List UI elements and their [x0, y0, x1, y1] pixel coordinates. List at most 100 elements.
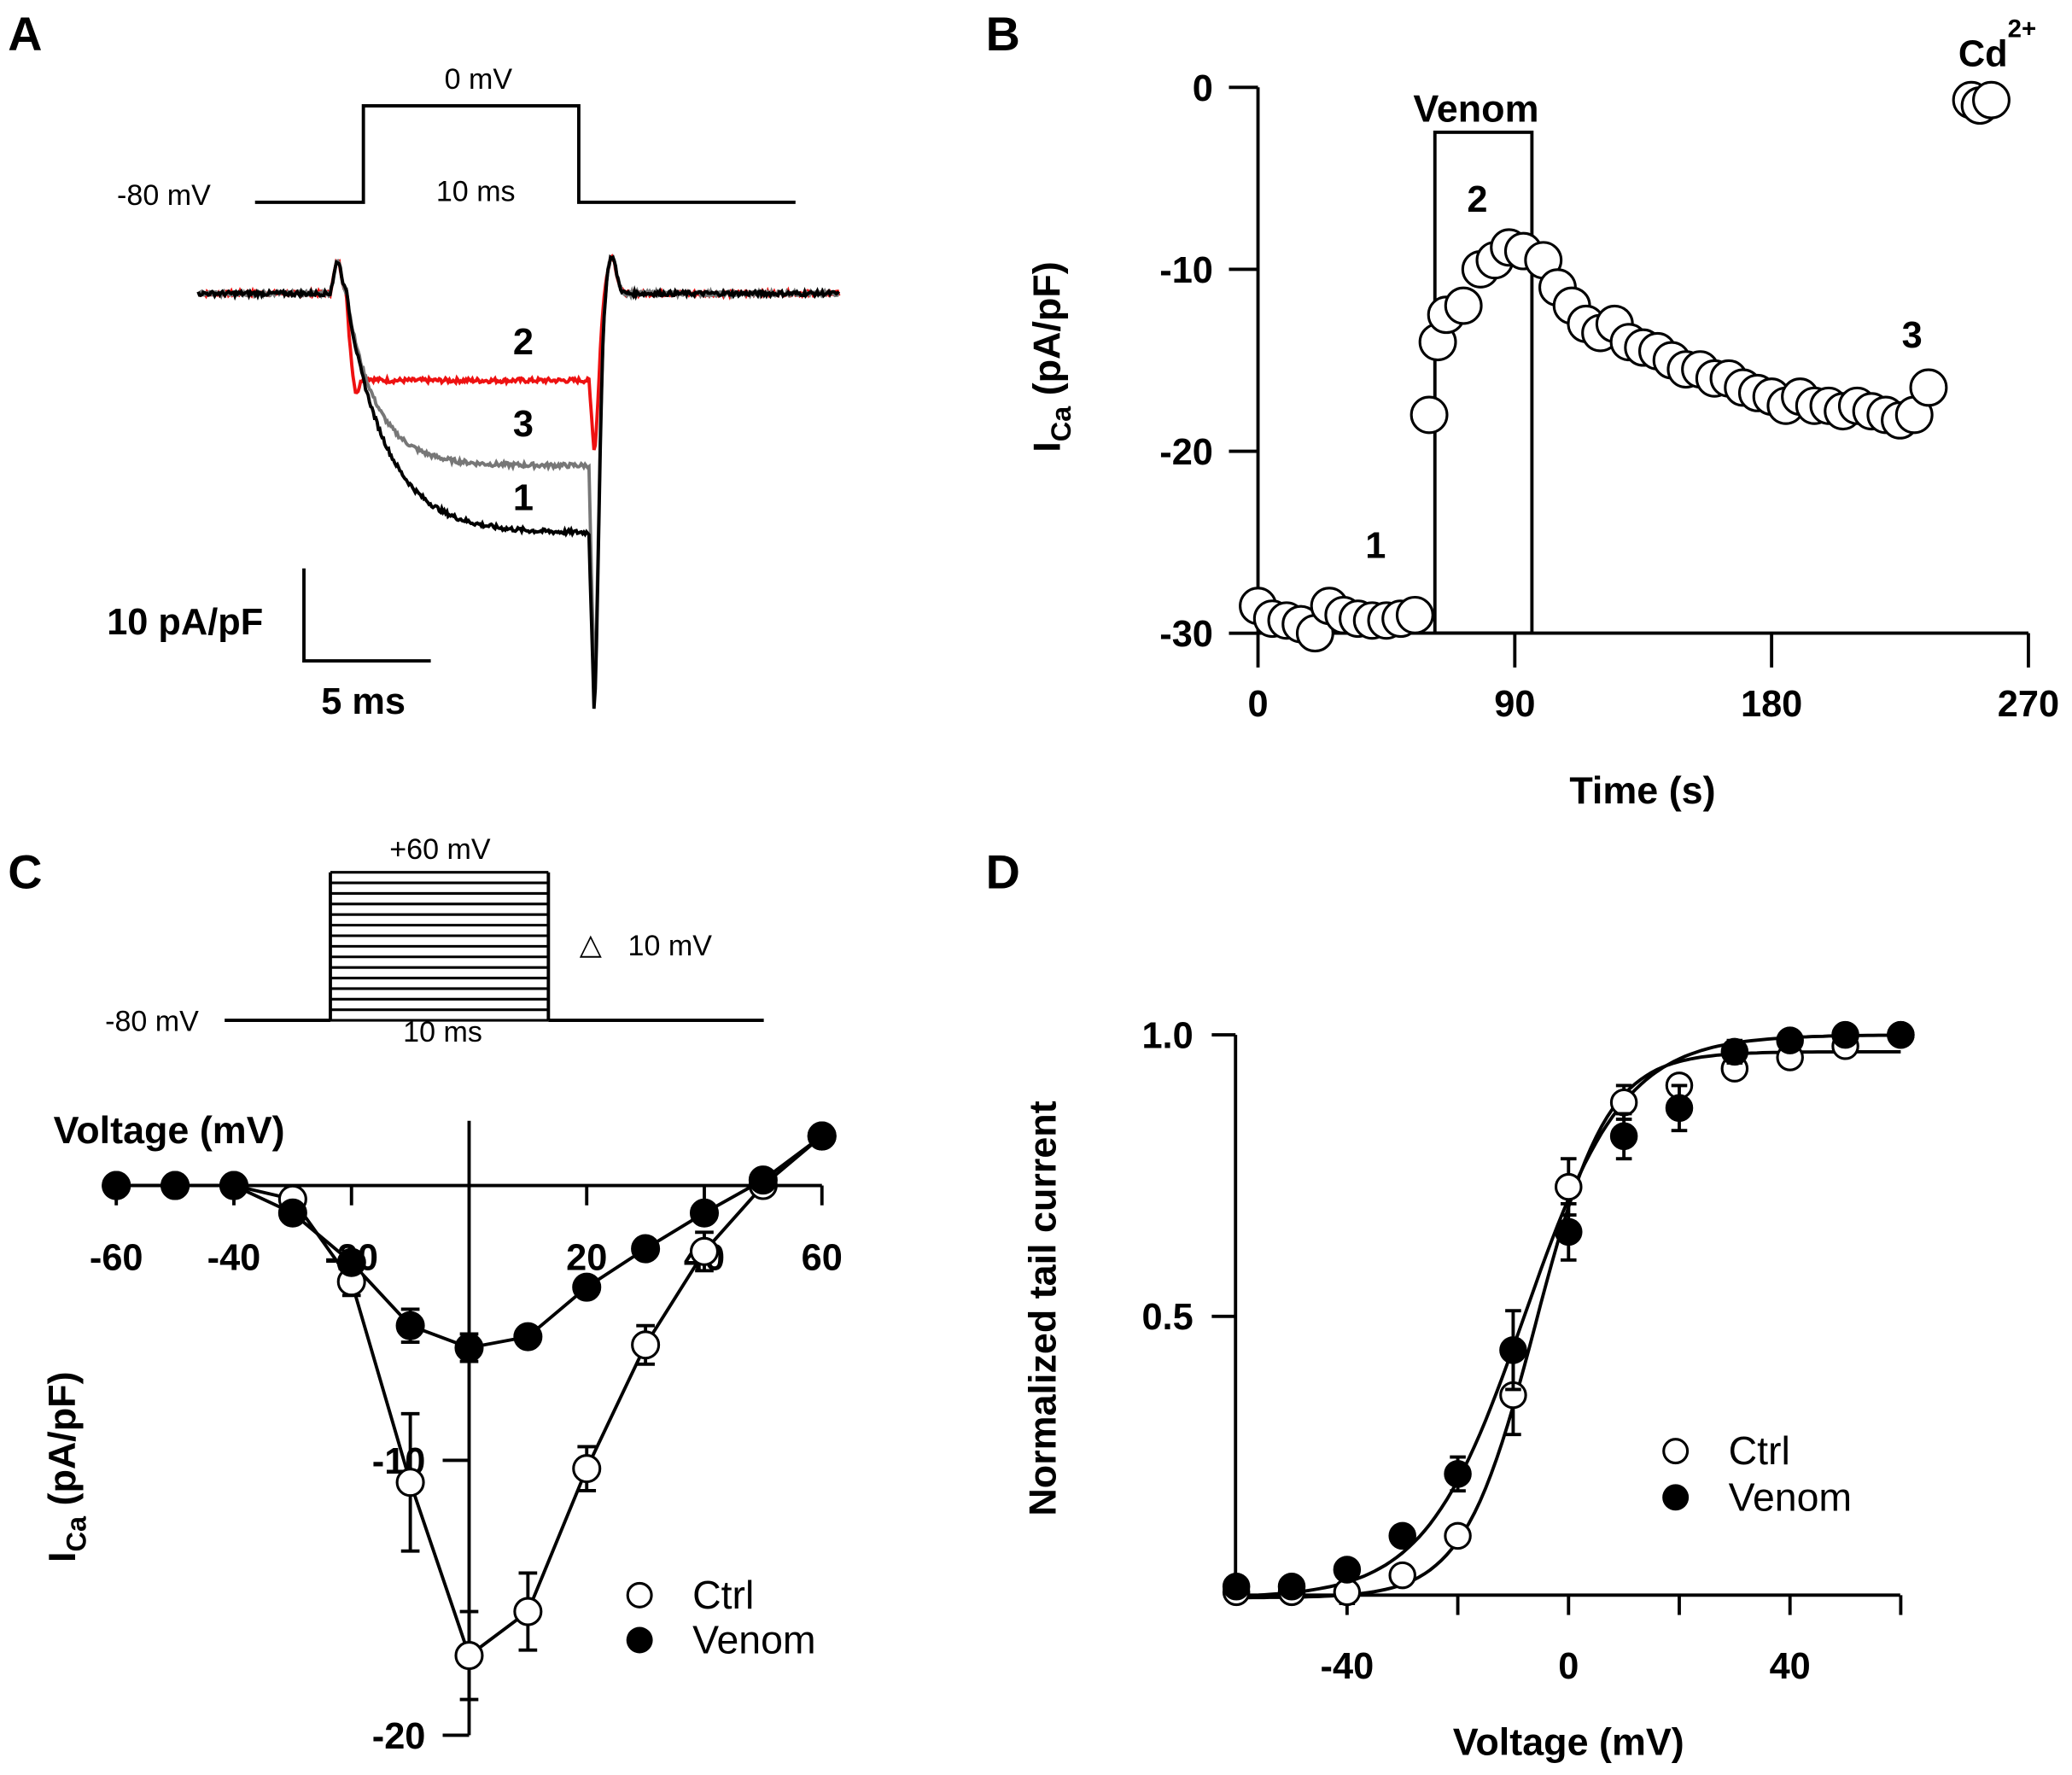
y-tick-label: -10	[1159, 250, 1213, 291]
point-label-2: 2	[1467, 179, 1487, 220]
data-point-ctrl	[1609, 1088, 1638, 1117]
data-point-venom	[513, 1322, 543, 1352]
trace-label-1: 1	[513, 478, 534, 519]
data-point-venom	[1665, 1094, 1694, 1123]
y-tick-label: -20	[372, 1716, 426, 1757]
legend-marker-venom-d	[1662, 1484, 1690, 1511]
y-tick-label: 0.5	[1141, 1297, 1193, 1338]
cd-superscript: 2+	[2008, 15, 2037, 43]
data-point-ctrl	[1555, 1172, 1583, 1201]
x-tick-label: -40	[1321, 1646, 1375, 1687]
data-point-venom	[1277, 1573, 1306, 1601]
y-axis-label-b: ICa (pA/pF)	[1024, 261, 1076, 452]
activation-curves	[1222, 1020, 1915, 1607]
data-point-venom	[1333, 1556, 1362, 1584]
data-point-ctrl	[689, 1236, 720, 1266]
protocol-duration-label-c: 10 ms	[403, 1016, 482, 1048]
legend-marker-ctrl-d	[1662, 1438, 1690, 1465]
voltage-protocol-c	[225, 871, 764, 1022]
ylabel-unit: (pA/pF)	[1024, 261, 1068, 406]
scale-bar-x-label: 5 ms	[321, 681, 406, 722]
cd-label-text: Cd	[1958, 34, 2008, 75]
venom-application-box	[1433, 130, 1534, 635]
x-tick-label: 180	[1741, 684, 1802, 725]
point-label-1: 1	[1365, 525, 1386, 566]
data-point-venom	[748, 1165, 778, 1195]
x-tick-label: -60	[90, 1238, 143, 1279]
x-tick-label: 270	[1998, 684, 2059, 725]
data-point	[1909, 368, 1948, 407]
current-trace-1	[196, 254, 841, 709]
data-point-venom	[277, 1198, 307, 1228]
y-tick-label: -20	[1159, 432, 1213, 473]
data-point-venom	[1720, 1037, 1749, 1066]
data-point-venom	[336, 1247, 366, 1277]
y-tick-label: 1.0	[1141, 1016, 1193, 1057]
increment-delta-symbol: △	[580, 929, 603, 961]
y-tick-label: 0	[1193, 68, 1213, 109]
panel-letter-b: B	[986, 8, 1020, 61]
data-point-venom	[689, 1198, 720, 1228]
panel-letter-c: C	[8, 845, 42, 898]
protocol-hold-label: -80 mV	[117, 179, 211, 212]
voltage-protocol-a	[254, 104, 796, 204]
data-point-venom	[1222, 1573, 1251, 1601]
x-axis-label-b: Time (s)	[1569, 768, 1715, 812]
x-tick-label: 20	[566, 1238, 607, 1279]
trace-label-3: 3	[513, 404, 534, 445]
data-point-venom	[807, 1121, 837, 1151]
panel-c: +60 mV -80 mV 10 ms △ 10 mV Voltage (mV)…	[40, 833, 843, 1757]
increment-label: 10 mV	[628, 930, 713, 962]
ylabel-sub: Ca	[61, 1515, 92, 1551]
trace-label-2: 2	[513, 322, 534, 363]
current-traces	[196, 254, 841, 709]
cd-data-point	[1972, 80, 2011, 120]
point-label-3: 3	[1902, 315, 1923, 356]
x-tick-label: 90	[1494, 684, 1535, 725]
data-point	[1410, 395, 1449, 435]
legend-marker-ctrl	[626, 1581, 653, 1609]
legend-label-venom-d: Venom	[1729, 1474, 1853, 1519]
x-axis-label-d: Voltage (mV)	[1453, 1720, 1684, 1764]
time-course-points	[1239, 80, 2011, 653]
data-point-venom	[1831, 1020, 1859, 1049]
x-tick-label: 0	[1247, 684, 1268, 725]
data-point-ctrl	[454, 1641, 484, 1671]
venom-label: Venom	[1413, 87, 1538, 131]
data-point-venom	[1776, 1026, 1804, 1054]
data-point-ctrl	[1388, 1561, 1416, 1590]
panel-letter-d: D	[986, 845, 1020, 898]
data-point	[1395, 595, 1434, 634]
x-tick-label: 60	[802, 1238, 843, 1279]
panel-b: 0 -10 -20 -30 0 90 180 270 Venom 1 2 3 Cd2+ ICa…	[1024, 15, 2059, 812]
data-point-venom	[102, 1171, 131, 1200]
legend-label-venom: Venom	[692, 1617, 816, 1661]
panel-a: 0 mV -80 mV 10 ms 2 3 1 10 pA/pF 5 ms	[107, 63, 841, 722]
data-point-venom	[219, 1171, 248, 1200]
data-point-ctrl	[631, 1330, 661, 1360]
ylabel-main: I	[1024, 441, 1068, 452]
panel-letter-a: A	[8, 8, 42, 61]
ylabel-unit: (pA/pF)	[40, 1371, 84, 1515]
ylabel-main: I	[40, 1551, 84, 1562]
data-point-venom	[454, 1333, 484, 1363]
data-point-ctrl	[572, 1454, 602, 1484]
ylabel-sub: Ca	[1046, 406, 1077, 441]
cd-label: Cd2+	[1958, 15, 2036, 74]
data-point-ctrl	[395, 1468, 425, 1498]
y-axis-label-c: ICa (pA/pF)	[40, 1371, 91, 1562]
data-point	[1444, 286, 1483, 325]
iv-curves	[102, 1121, 837, 1702]
legend-label-ctrl-d: Ctrl	[1729, 1428, 1790, 1473]
data-point-ctrl	[1444, 1521, 1472, 1550]
axes-b: 0 -10 -20 -30 0 90 180 270	[1159, 68, 2059, 725]
data-point-venom	[1388, 1521, 1416, 1550]
protocol-hold-label-c: -80 mV	[105, 1005, 199, 1037]
legend-label-ctrl: Ctrl	[692, 1573, 754, 1617]
data-point-venom	[1444, 1460, 1472, 1488]
legend-marker-venom	[626, 1626, 653, 1654]
panel-d: -40 0 40 1.0 0.5 Normalized tail current Vol…	[1021, 1016, 1915, 1764]
x-axis-label-c: Voltage (mV)	[54, 1108, 285, 1152]
data-point-venom	[1609, 1122, 1638, 1151]
